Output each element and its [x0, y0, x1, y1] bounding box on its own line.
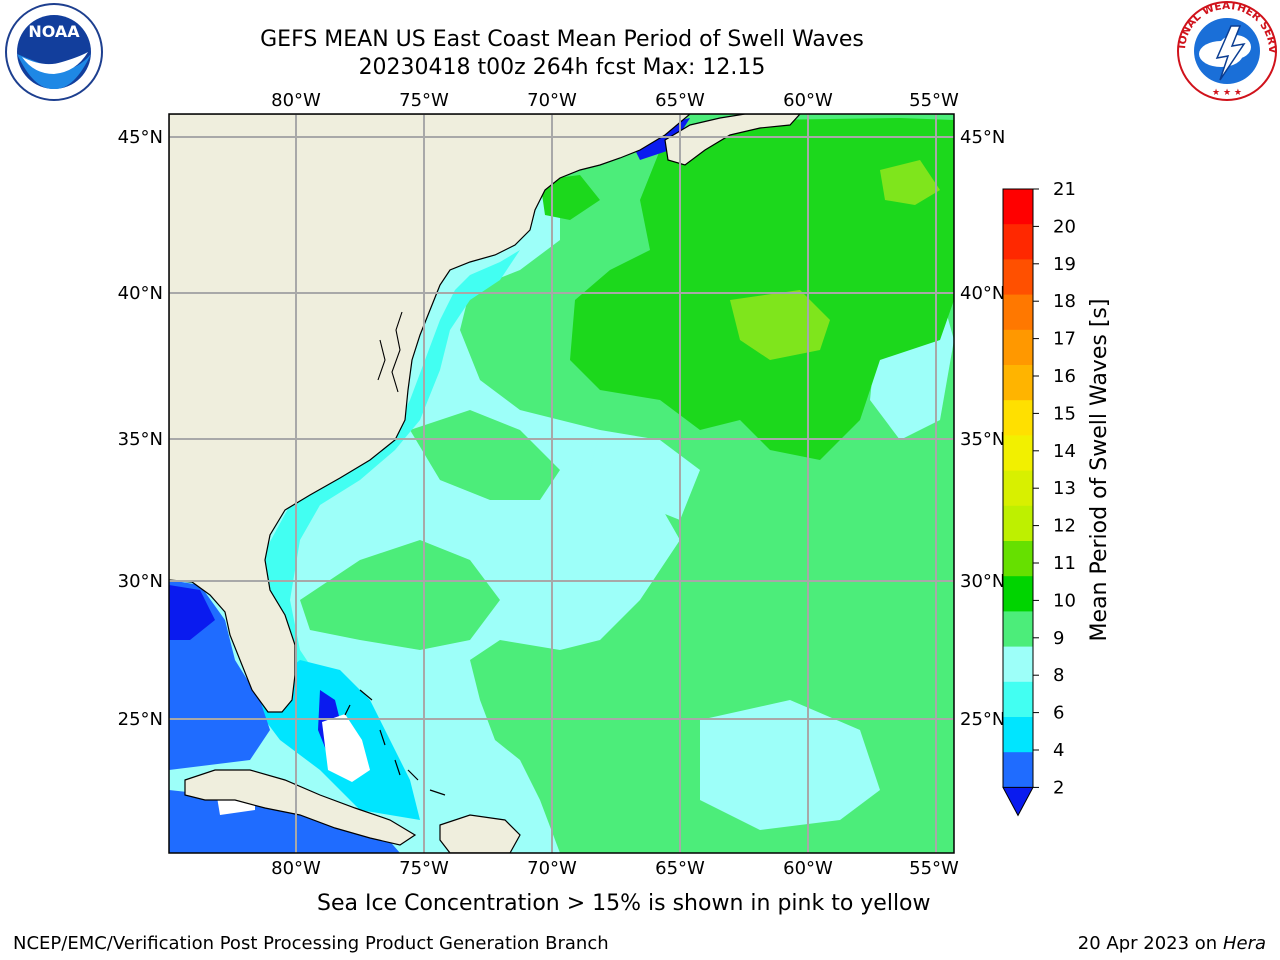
colorbar-under-arrow: [1002, 786, 1034, 817]
footer-date: 20 Apr 2023 on Hera: [1078, 933, 1266, 954]
colorbar-segment: [1003, 329, 1033, 366]
colorbar-segment: [1003, 224, 1033, 260]
colorbar-segment: [1003, 294, 1033, 331]
colorbar-tick-label: 19: [1053, 254, 1076, 275]
swell-band-9-10-mid: [300, 540, 500, 650]
lon-label: 80°W: [271, 858, 321, 879]
colorbar-segment: [1003, 365, 1033, 401]
lat-labels-right: 45°N 40°N 35°N 30°N 25°N: [960, 127, 1005, 730]
swell-band-10-11-sw: [540, 175, 600, 220]
lon-labels-bottom: 80°W 75°W 70°W 65°W 60°W 55°W: [271, 858, 959, 879]
map-frame: [168, 113, 955, 854]
swell-band-11-12: [730, 290, 830, 360]
colorbar-segment: [1003, 400, 1033, 436]
lon-label: 65°W: [655, 858, 705, 879]
lon-label: 55°W: [909, 90, 959, 111]
map-plot-area: [169, 114, 954, 853]
lat-label: 25°N: [118, 709, 163, 730]
colorbar-tick-label: 13: [1053, 478, 1076, 499]
map-subtitle: 20230418 t00z 264h fcst Max: 12.15: [358, 55, 766, 80]
chesapeake-bay: [377, 311, 403, 393]
svg-text:★ ★ ★: ★ ★ ★: [1212, 88, 1242, 98]
colorbar-tick-label: 2: [1053, 777, 1064, 798]
swell-band-below-2-north: [630, 118, 690, 160]
lon-labels-top: 80°W 75°W 70°W 65°W 60°W 55°W: [271, 90, 959, 111]
land-hispaniola: [439, 814, 521, 853]
colorbar-label: Mean Period of Swell Waves [s]: [1087, 299, 1112, 642]
footer-date-text: 20 Apr 2023 on: [1077, 933, 1223, 954]
colorbar-segment: [1003, 646, 1033, 683]
footer-machine: Hera: [1222, 933, 1266, 954]
colorbar-tick-label: 4: [1053, 740, 1064, 761]
colorbar-segment: [1003, 189, 1033, 225]
colorbar-tick-label: 20: [1053, 216, 1076, 237]
lon-label: 55°W: [909, 858, 959, 879]
swell-band-below-2: [169, 585, 215, 640]
lon-label: 60°W: [783, 90, 833, 111]
svg-text:NOAA: NOAA: [28, 22, 80, 41]
colorbar-segment: [1003, 681, 1033, 718]
lat-label: 35°N: [960, 429, 1005, 450]
colorbar-segment: [1003, 470, 1033, 507]
colorbar-tick-label: 10: [1053, 590, 1076, 611]
colorbar-tick-label: 11: [1053, 553, 1076, 574]
noaa-logo: NOAA: [4, 2, 104, 102]
swell-band-8-9-patch-mid: [590, 430, 700, 520]
national-weather-service-logo: NATIONAL WEATHER SERVICE ★ ★ ★: [1172, 0, 1278, 102]
land-nova-scotia: [664, 114, 801, 166]
lat-label: 45°N: [118, 127, 163, 148]
lat-label: 30°N: [960, 571, 1005, 592]
colorbar-segment: [1003, 541, 1033, 577]
colorbar-tick-label: 17: [1053, 329, 1076, 350]
lon-label: 60°W: [783, 858, 833, 879]
colorbar-segment: [1003, 611, 1033, 648]
lat-label: 45°N: [960, 127, 1005, 148]
lon-label: 75°W: [399, 858, 449, 879]
colorbar-tick-label: 15: [1053, 403, 1076, 424]
lat-label: 40°N: [118, 283, 163, 304]
swell-band-10-11: [570, 118, 954, 460]
lat-label: 40°N: [960, 283, 1005, 304]
colorbar-tick-label: 16: [1053, 366, 1076, 387]
lon-label: 70°W: [527, 90, 577, 111]
lon-label: 70°W: [527, 858, 577, 879]
lat-label: 25°N: [960, 709, 1005, 730]
lon-label: 75°W: [399, 90, 449, 111]
colorbar: 21 20 19 18 17 16 15 14 13 12 11 10 9 8 6 4 2: [1002, 179, 1076, 817]
colorbar-tick-label: 6: [1053, 703, 1064, 724]
bahamas-bank: [322, 714, 370, 782]
colorbar-tick-label: 8: [1053, 665, 1064, 686]
colorbar-tick-label: 21: [1053, 179, 1076, 200]
map-gridlines: [169, 114, 954, 853]
swell-band-11-12-ne: [880, 160, 940, 205]
land-cuba: [184, 769, 417, 846]
land-bahamas: [344, 689, 446, 796]
lon-label: 80°W: [271, 90, 321, 111]
lat-labels-left: 45°N 40°N 35°N 30°N 25°N: [118, 127, 163, 730]
colorbar-segment: [1003, 576, 1033, 612]
colorbar-tick-label: 18: [1053, 291, 1076, 312]
sea-ice-note: Sea Ice Concentration > 15% is shown in …: [317, 891, 931, 916]
swell-band-9-10-west: [410, 410, 560, 500]
colorbar-tick-label: 12: [1053, 516, 1076, 537]
colorbar-segment: [1003, 259, 1033, 296]
lat-label: 35°N: [118, 429, 163, 450]
swell-band-8-9-patch-se: [700, 700, 880, 830]
colorbar-tick-label: 14: [1053, 441, 1076, 462]
footer-credit: NCEP/EMC/Verification Post Processing Pr…: [13, 933, 609, 954]
map-title: GEFS MEAN US East Coast Mean Period of S…: [260, 27, 864, 52]
colorbar-segment: [1003, 435, 1033, 472]
colorbar-segment: [1003, 505, 1033, 542]
colorbar-tick-label: 9: [1053, 628, 1064, 649]
lon-label: 65°W: [655, 90, 705, 111]
colorbar-segment: [1003, 717, 1033, 753]
lat-label: 30°N: [118, 571, 163, 592]
colorbar-segment: [1003, 752, 1033, 788]
